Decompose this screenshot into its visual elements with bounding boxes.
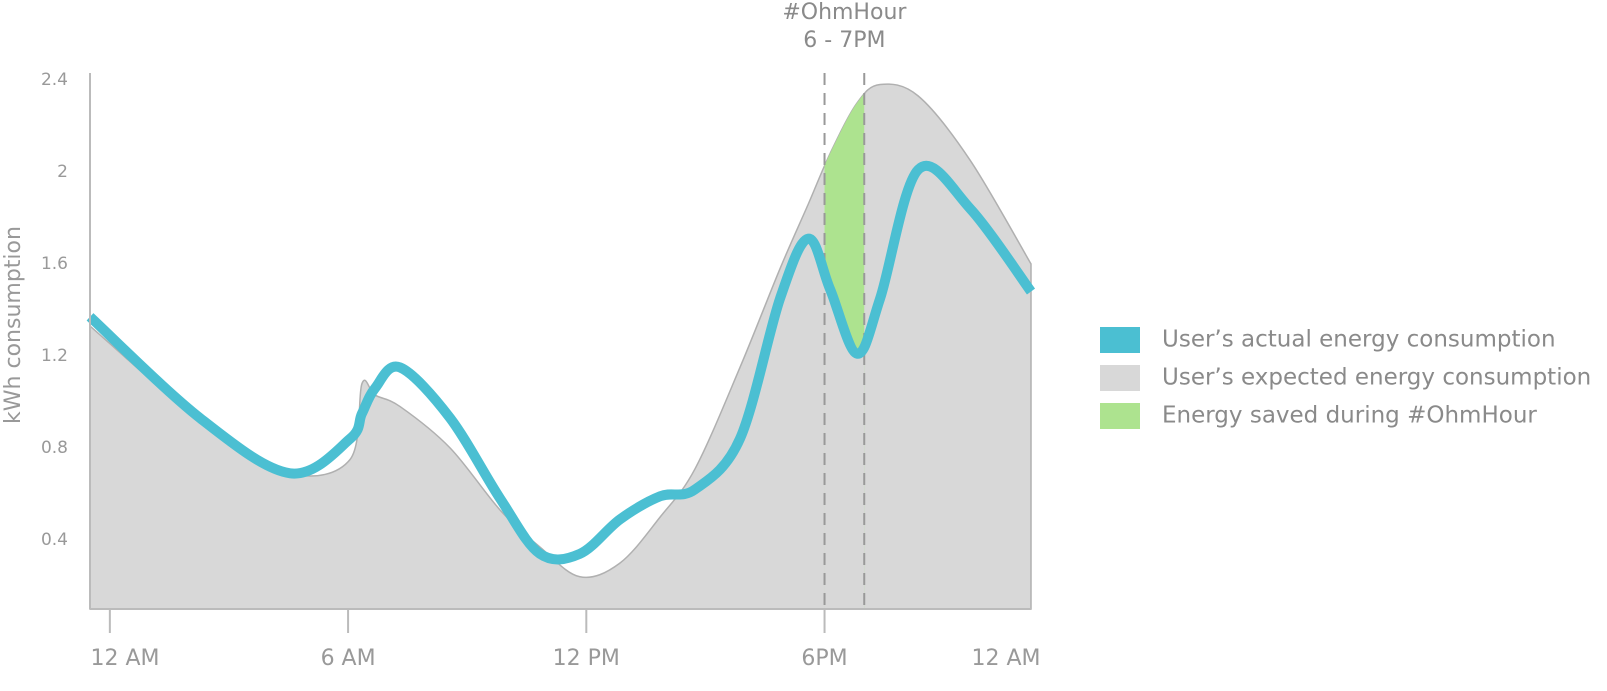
y-tick-label: 2 bbox=[57, 162, 68, 182]
y-tick-label: 0.8 bbox=[41, 438, 68, 458]
highlight-time: 6 - 7PM bbox=[803, 28, 885, 53]
x-tick-label: 12 AM bbox=[971, 646, 1040, 671]
x-tick-label: 12 PM bbox=[553, 646, 620, 671]
y-tick-label: 1.6 bbox=[41, 254, 68, 274]
actual-line bbox=[86, 161, 1036, 565]
y-tick-label: 2.4 bbox=[41, 70, 68, 90]
highlight-label: #OhmHour bbox=[782, 0, 907, 25]
expected-area bbox=[89, 83, 1032, 610]
legend-swatch bbox=[1100, 403, 1140, 429]
x-tick-label: 6PM bbox=[801, 646, 847, 671]
legend-swatch bbox=[1100, 327, 1140, 353]
legend-label: User’s actual energy consumption bbox=[1162, 327, 1556, 353]
x-tick-label: 12 AM bbox=[90, 646, 159, 671]
legend-label: Energy saved during #OhmHour bbox=[1162, 403, 1537, 429]
y-tick-label: 1.2 bbox=[41, 346, 68, 366]
legend-label: User’s expected energy consumption bbox=[1162, 365, 1591, 391]
y-tick-label: 0.4 bbox=[41, 530, 68, 550]
y-axis-label: kWh consumption bbox=[1, 226, 26, 424]
x-tick-label: 6 AM bbox=[321, 646, 376, 671]
legend-swatch bbox=[1100, 365, 1140, 391]
